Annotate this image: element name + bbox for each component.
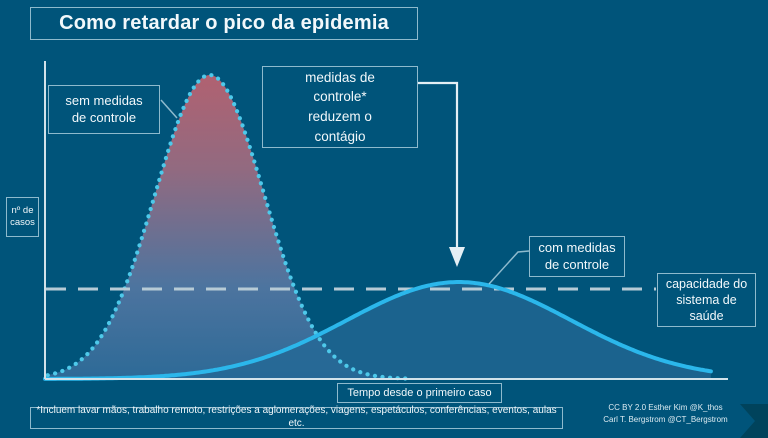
curve-with-measures-fill: [45, 282, 711, 379]
label-line: de controle: [71, 109, 137, 125]
y-axis-label: nº de casos: [6, 197, 39, 237]
curve-with-measures-line: [43, 280, 713, 381]
label-line: nº de: [11, 204, 34, 216]
label-measures-reduce-contagion: medidas de controle* reduzem o contágio: [262, 66, 418, 148]
label-health-system-capacity: capacidade do sistema de saúde: [657, 273, 756, 327]
curve-no-measures-outline: [45, 72, 409, 381]
label-line: capacidade do: [665, 277, 748, 291]
label-line: casos: [10, 217, 35, 228]
curve-no-measures-fill: [47, 75, 407, 379]
label-with-measures: com medidas de controle: [529, 236, 625, 277]
label-line: reduzem o: [308, 109, 372, 124]
annotation-arrow-line: [418, 81, 459, 249]
label-line: saúde: [689, 309, 724, 323]
label-line: contágio: [314, 128, 366, 144]
credits-line: CC BY 2.0 Esther Kim @K_thos: [608, 403, 723, 412]
x-axis-label: Tempo desde o primeiro caso: [337, 383, 502, 403]
label-line: Tempo desde o primeiro caso: [347, 386, 492, 399]
watermark-logo-icon: [740, 404, 768, 438]
label-line: controle*: [313, 89, 367, 105]
page-title-text: Como retardar o pico da epidemia: [59, 11, 389, 34]
label-line: medidas de: [305, 69, 375, 85]
label-no-measures: sem medidas de controle: [48, 85, 160, 134]
label-line: sistema de: [676, 293, 737, 307]
label-line: sem medidas: [65, 92, 143, 108]
annotation-arrowhead-icon: [449, 247, 465, 267]
with-measures-connector-line: [488, 250, 530, 285]
footnote: *Incluem lavar mãos, trabalho remoto, re…: [30, 405, 563, 429]
label-line: com medidas: [538, 239, 616, 255]
credits: CC BY 2.0 Esther Kim @K_thos Carl T. Ber…: [588, 402, 743, 425]
credits-line: Carl T. Bergstrom @CT_Bergstrom: [603, 414, 728, 424]
label-line: de controle: [544, 256, 610, 272]
page-title: Como retardar o pico da epidemia: [30, 7, 418, 40]
no-measures-connector-line: [160, 99, 178, 119]
footnote-text: *Incluem lavar mãos, trabalho remoto, re…: [36, 405, 557, 429]
